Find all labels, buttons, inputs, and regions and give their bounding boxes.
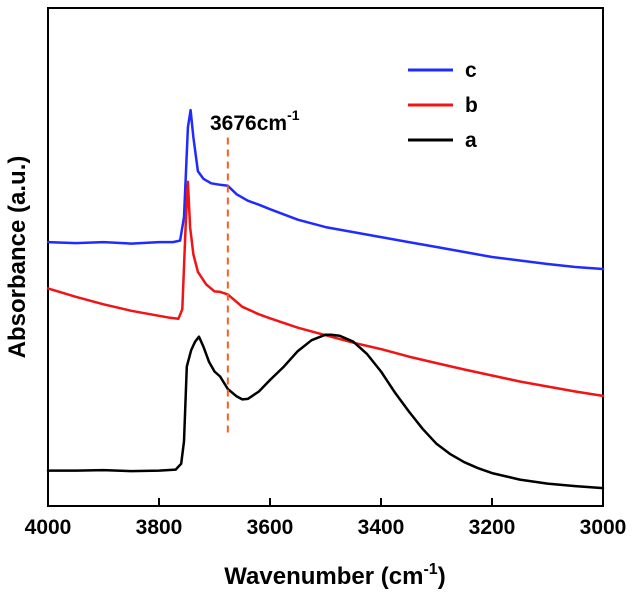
x-tick-label-3400: 3400 (358, 516, 405, 539)
plot-frame (47, 7, 604, 507)
annotation-label-sup: -1 (287, 107, 300, 123)
series-line-c (46, 108, 605, 271)
legend-label-c: c (465, 59, 477, 82)
legend-label-b: b (465, 94, 478, 117)
annotation-label-main: 3676cm (210, 112, 287, 135)
x-tick-label-3600: 3600 (247, 516, 294, 539)
legend-label-a: a (465, 129, 477, 152)
y-axis-title: Absorbance (a.u.) (4, 156, 31, 359)
x-tick-label-3000: 3000 (580, 516, 627, 539)
legend: cba (408, 59, 478, 152)
x-axis-title-close: ) (438, 563, 446, 590)
x-axis-ticks: 4000 3800 3600 3400 3200 3000 (25, 498, 627, 539)
x-axis-title-main: Wavenumber (cm (224, 563, 423, 590)
annotation-label: 3676cm-1 (210, 107, 300, 135)
x-tick-label-3800: 3800 (136, 516, 183, 539)
x-axis-title-sup: -1 (423, 561, 437, 578)
x-tick-label-3200: 3200 (469, 516, 516, 539)
series-line-a (46, 333, 605, 490)
x-axis-title: Wavenumber (cm-1) (224, 561, 445, 590)
x-tick-label-4000: 4000 (25, 516, 72, 539)
series-line-b (46, 180, 605, 398)
annotation-layer: 3676cm-1 (210, 107, 300, 437)
series-layer (46, 108, 605, 490)
